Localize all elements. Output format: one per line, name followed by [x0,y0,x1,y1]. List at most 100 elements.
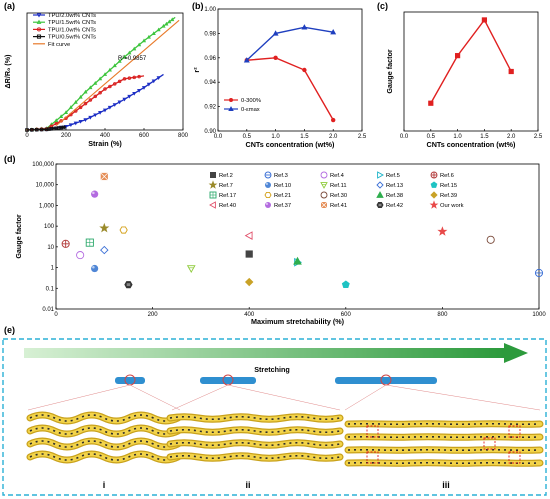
panel-b-xtick-label-1: 0.5 [243,134,252,140]
panel-a-series-0-point-3-3 [98,111,103,115]
panel-b-xtick-label-3: 1.5 [300,134,309,140]
panel-a-series-2-point-4-3 [117,79,122,84]
panel-b-ytick-label-4: 0.98 [204,31,216,37]
panel-d-xtick-label-2: 400 [244,312,255,318]
panel-d-legend-marker-6 [265,182,271,188]
panel-d-point-16-shine [92,191,95,195]
panel-a-series-2-point-2-2 [73,109,78,113]
panel-a-series-0-point-4-2 [112,103,117,107]
panel-a-ylabel: ΔR/R₀ (%) [3,54,12,89]
panel-d-legend-label-0: Ref.2 [219,173,233,179]
panel-a-series-2-point-2-2-shape [73,109,78,113]
panel-a-series-2-point-4-0-shape [103,87,107,91]
panel-d-point-8-shape [100,245,109,255]
panel-b-label: (b) [192,1,204,11]
panel-b-series-1-point-1 [272,30,279,36]
panel-d-ytick-label-2: 1 [51,266,55,272]
panel-a-series-2-point-2-3 [78,105,83,110]
fiber-cnt-0-3 [29,453,179,461]
panel-b-series-0-point-3 [331,117,336,123]
panel-d-legend-marker-0-shape [210,172,216,178]
panel-d-legend-label-4: Ref.6 [440,173,454,179]
fiber-cnt-2-1 [347,435,541,439]
panel-b-series-1-point-2 [301,24,308,30]
panel-a-series-2-point-4-1 [108,84,112,89]
panel-a-series-1-point-4-2 [112,63,117,68]
panel-a-series-1-point-2-3 [78,94,83,99]
panel-a-series-3-point-0-2-shape [35,127,39,132]
panel-a-series-0-point-5-2-shape [132,91,137,96]
panel-d-legend-marker-1 [264,171,272,179]
panel-a-legend-label-4: Fit curve [48,42,70,48]
panel-a-series-1-point-7-0 [161,23,166,28]
panel-a-series-1-point-1-3 [59,114,64,118]
panel-a-xtick-label-3: 600 [139,133,150,139]
panel-d-xtick-label-5: 1000 [532,312,546,318]
panel-a: (a) 0 200 400 600 800 Strain (%) ΔR/R₀ (%) TPU/2… [3,1,189,148]
panel-b-series-1-point-3 [330,29,337,35]
panel-b-ytick-label-2: 0.94 [204,80,216,86]
panel-d-point-18 [124,281,133,289]
panel-c-xtick-label-0: 0.0 [400,134,409,140]
panel-a-series-2-point-5-2 [132,75,136,80]
zoom-line-right-0 [129,384,181,411]
panel-a-series-2-point-5-1-shape [127,76,132,80]
panel-b-legend-label-1: 0-εmax [241,107,260,113]
panel-a-series-1-point-3-0-shape [83,89,88,94]
panel-a-series-1-point-3-3 [98,76,103,81]
panel-a-series-0-point-6-2 [151,79,156,84]
stretch-arrow-shaft [24,348,504,358]
fiber-cnt-2-3 [347,461,541,465]
panel-a-xtick-label-2: 400 [100,133,111,139]
panel-a-series-1-point-1-2-shape [54,118,59,122]
fiber-cnt-0-0 [29,414,179,422]
panel-d-legend-label-2: Ref.4 [330,173,345,179]
panel-b-series-1-point-0-shape [243,57,250,63]
panel-b-ytick-label-3: 0.96 [204,56,216,62]
panel-d-legend-label-16: Ref.37 [274,203,291,209]
panel-d-xtick-label-3: 600 [341,312,352,318]
zoom-line-left-1 [171,384,229,411]
panel-a-series-0-point-4-3-shape [117,100,122,105]
panel-d-legend-marker-16 [265,202,271,208]
panel-a-series-0-point-2-1-shape [68,123,73,128]
panel-b-legend-label-0: 0-300% [241,98,261,104]
panel-b-frame [217,8,363,132]
panel-b-series-0-point-1 [273,55,278,60]
panel-d-legend-marker-19-shape [429,200,439,209]
panel-d-legend-marker-2 [320,171,328,179]
panel-a-legend-marker-2-shape [36,27,42,32]
panel-d-legend-marker-16-shine [265,202,269,205]
panel-d-legend-marker-9 [430,181,438,188]
panel-a-series-0-point-3-2 [93,113,98,118]
fiber-cnt-2-2 [347,448,541,452]
panel-a-series-1-point-6-1-shape [146,34,151,39]
panel-a-series-1-point-3-1-shape [88,85,93,90]
panel-a-series-1-point-2-1-shape [68,105,73,109]
panel-a-series-1-point-3-1 [88,85,93,90]
panel-d-legend-label-10: Ref.17 [219,193,236,199]
panel-d-legend-marker-11 [264,191,272,199]
panel-a-series-1-point-4-2-shape [112,63,117,68]
panel-d-legend-marker-14 [430,191,438,199]
panel-a-series-0-point-6-0 [141,86,147,90]
panel-c-point-1-shape [455,53,461,59]
panel-d-legend-label-19: Our work [440,203,464,209]
panel-a-series-1-point-5-2 [132,46,137,51]
panel-a-xtick-label-1: 200 [61,133,72,139]
panel-d-point-2 [76,251,85,260]
zoom-line-right-1 [227,384,341,411]
panel-a-series-1-point-6-2 [151,31,156,35]
panel-a-series-4-line [55,19,180,127]
panel-a-legend-label-0: TPU/2.0wt% CNTs [48,13,96,19]
fiber-cnt-1-0 [169,415,341,421]
panel-d-legend-marker-18-hl [378,203,382,207]
panel-c-point-3-shape [508,68,514,75]
panel-a-series-2-point-4-2 [112,82,117,86]
panel-c-point-2 [481,17,487,23]
panel-d-legend-label-6: Ref.10 [274,183,291,189]
panel-a-series-1-point-4-3 [117,59,122,63]
panel-a-series-0-point-3-0 [83,118,88,122]
panel-d-legend-label-9: Ref.15 [440,183,457,189]
